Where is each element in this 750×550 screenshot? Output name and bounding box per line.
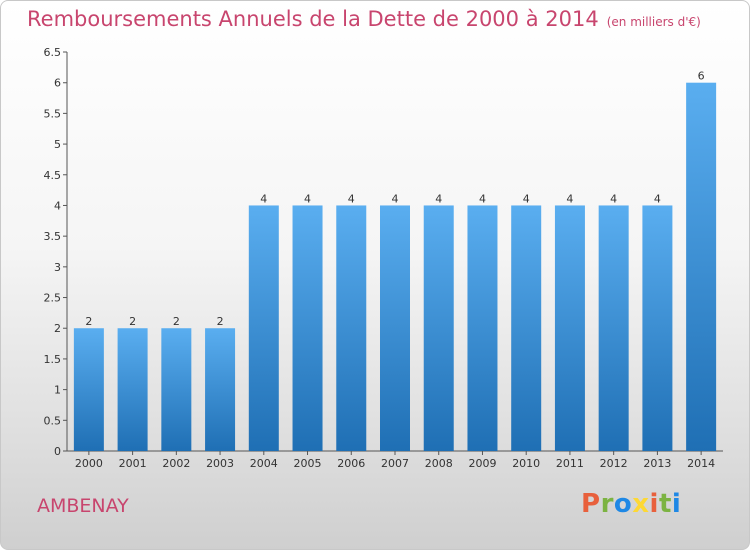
commune-name: AMBENAY	[37, 495, 129, 517]
y-tick-label: 5	[54, 138, 61, 151]
bar-value-label: 4	[654, 192, 661, 205]
y-tick-label: 3.5	[44, 230, 62, 243]
bar	[511, 205, 542, 451]
x-tick-label: 2010	[512, 457, 540, 470]
bar-value-label: 2	[173, 315, 180, 328]
chart-unit: (en milliers d'€)	[606, 15, 701, 29]
x-tick-label: 2002	[162, 457, 190, 470]
x-tick-label: 2007	[381, 457, 409, 470]
y-tick-label: 0.5	[44, 414, 62, 427]
logo-letter: t	[658, 489, 672, 519]
x-tick-label: 2008	[425, 457, 453, 470]
bar-value-label: 4	[392, 192, 399, 205]
y-tick-label: 6.5	[44, 46, 62, 59]
x-tick-label: 2000	[75, 457, 103, 470]
bar	[117, 328, 148, 451]
bar	[554, 205, 585, 451]
bar	[292, 205, 323, 451]
y-tick-label: 6	[54, 77, 61, 90]
y-tick-label: 1.5	[44, 353, 62, 366]
chart-title: Remboursements Annuels de la Dette de 20…	[27, 7, 701, 31]
chart-title-text: Remboursements Annuels de la Dette de 20…	[27, 7, 599, 31]
bar	[205, 328, 236, 451]
logo-letter: x	[632, 489, 650, 519]
bar	[336, 205, 367, 451]
bar-value-label: 4	[566, 192, 573, 205]
logo-letter: r	[600, 489, 614, 519]
bar	[73, 328, 104, 451]
bar-value-label: 4	[479, 192, 486, 205]
logo-letter: i	[649, 489, 659, 519]
x-tick-label: 2006	[337, 457, 365, 470]
y-tick-label: 2	[54, 322, 61, 335]
logo-letter: P	[581, 489, 601, 519]
bar	[423, 205, 454, 451]
y-tick-label: 3	[54, 261, 61, 274]
logo-letter: i	[671, 489, 682, 519]
bar	[467, 205, 498, 451]
x-tick-label: 2004	[250, 457, 278, 470]
bar-value-label: 6	[698, 70, 705, 83]
bar-value-label: 2	[217, 315, 224, 328]
x-tick-label: 2001	[119, 457, 147, 470]
x-tick-label: 2005	[294, 457, 322, 470]
bar	[598, 205, 629, 451]
bar	[380, 205, 410, 451]
bar-value-label: 4	[610, 192, 617, 205]
bar	[686, 82, 717, 451]
y-tick-label: 5.5	[44, 107, 62, 120]
proxiti-logo: Proxiti	[581, 489, 681, 519]
x-tick-label: 2009	[468, 457, 496, 470]
bar-value-label: 4	[304, 192, 311, 205]
logo-letter: o	[613, 489, 633, 519]
bar-value-label: 4	[348, 192, 355, 205]
x-tick-label: 2014	[687, 457, 715, 470]
bar	[642, 205, 673, 451]
x-tick-label: 2011	[556, 457, 584, 470]
bar-value-label: 4	[435, 192, 442, 205]
bar	[248, 205, 279, 451]
y-tick-label: 1	[54, 384, 61, 397]
y-tick-label: 4	[54, 199, 61, 212]
x-tick-label: 2013	[643, 457, 671, 470]
y-tick-label: 0	[54, 445, 61, 458]
y-tick-label: 2.5	[44, 292, 62, 305]
bar-value-label: 2	[129, 315, 136, 328]
x-tick-label: 2012	[600, 457, 628, 470]
bar-value-label: 4	[523, 192, 530, 205]
y-tick-label: 4.5	[44, 169, 62, 182]
bar-value-label: 4	[260, 192, 267, 205]
bar-value-label: 2	[85, 315, 92, 328]
bar	[161, 328, 192, 451]
x-tick-label: 2003	[206, 457, 234, 470]
